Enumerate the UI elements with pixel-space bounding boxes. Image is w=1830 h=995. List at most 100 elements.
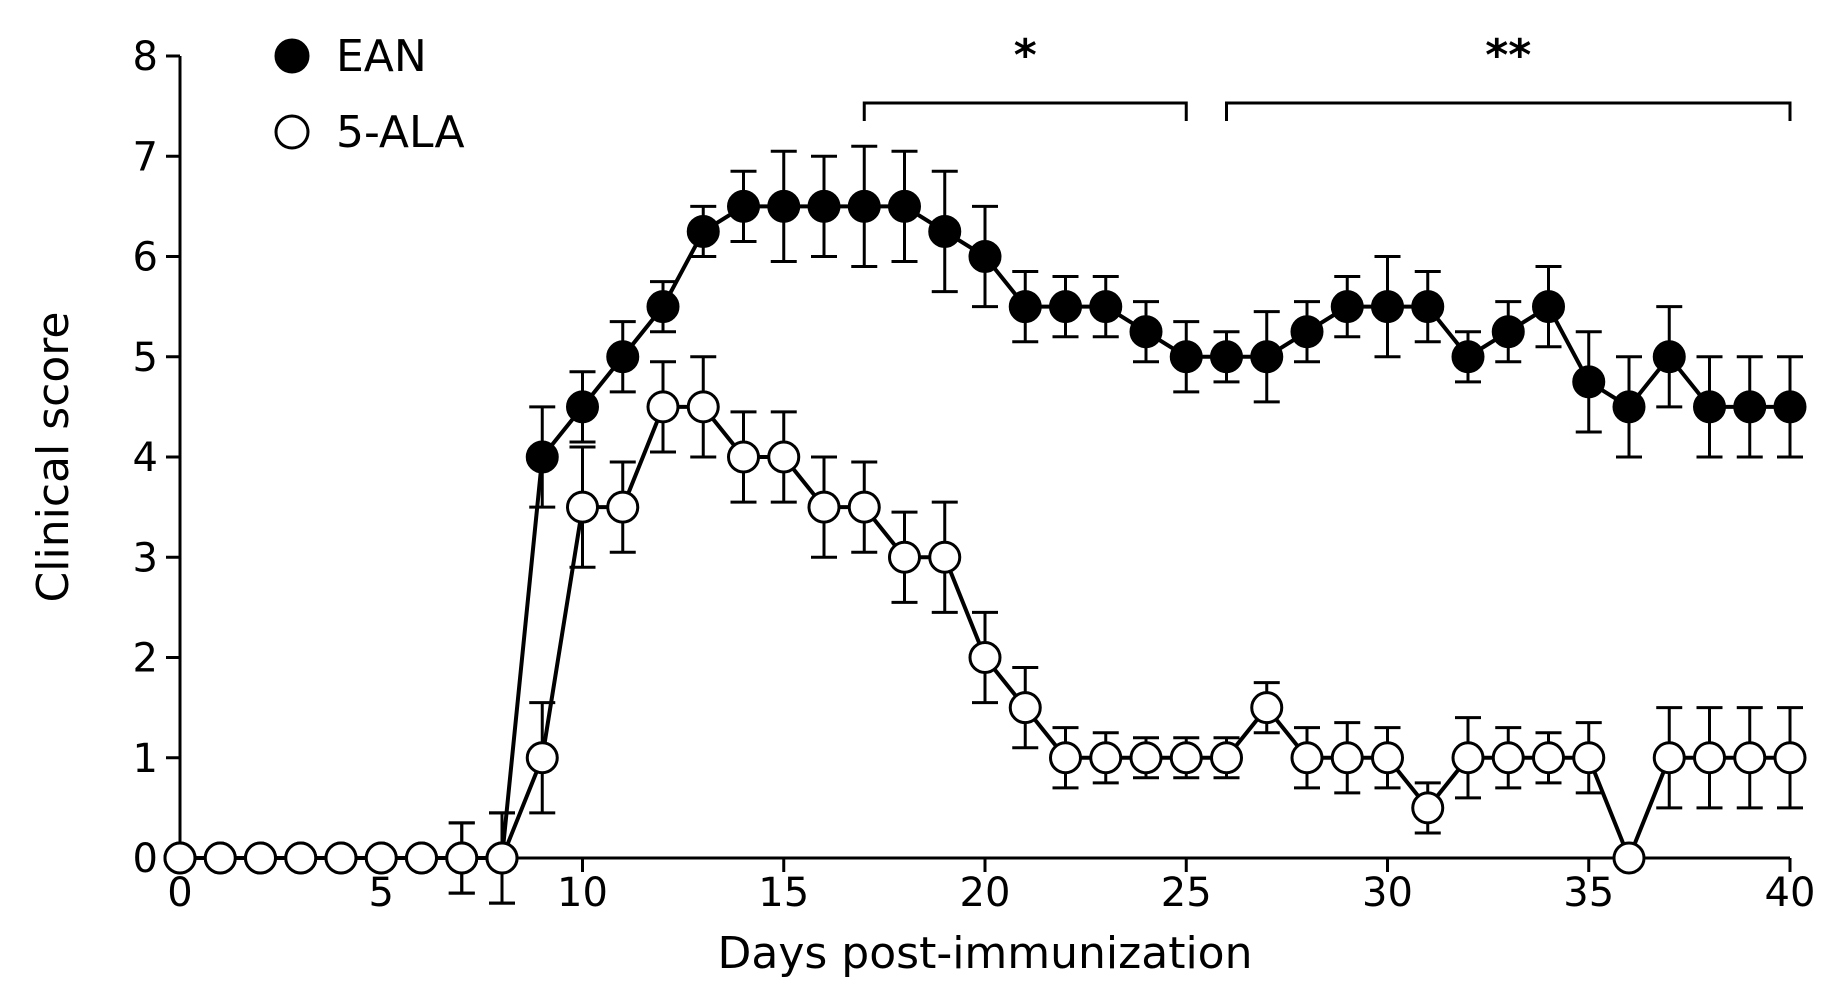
data-point — [1411, 290, 1445, 324]
y-tick-label-7: 7 — [133, 134, 158, 180]
data-point — [1491, 315, 1525, 349]
y-axis-label: Clinical score — [28, 312, 79, 603]
data-point — [727, 189, 760, 223]
data-point — [445, 841, 479, 875]
data-point — [968, 641, 1002, 674]
x-tick-label-5: 5 — [369, 870, 394, 916]
data-point — [888, 189, 921, 223]
y-tick-label-1: 1 — [133, 736, 158, 782]
significance-label-1: * — [1014, 30, 1037, 81]
data-point — [807, 189, 841, 223]
legend-label-5-ala: 5-ALA — [336, 107, 465, 158]
legend: EAN 5-ALA — [274, 31, 465, 158]
x-tick-label-20: 20 — [960, 870, 1011, 916]
data-point — [525, 440, 559, 474]
x-tick-label-15: 15 — [758, 870, 809, 916]
data-point — [686, 390, 720, 424]
data-point — [1693, 741, 1726, 775]
data-point — [1129, 741, 1163, 775]
data-point — [1330, 290, 1364, 324]
y-tick-label-6: 6 — [133, 235, 158, 281]
data-point — [1129, 315, 1163, 349]
x-tick-label-10: 10 — [557, 870, 608, 916]
data-point — [1532, 290, 1565, 324]
y-tick-label-3: 3 — [133, 535, 158, 581]
y-tick-label-0: 0 — [133, 836, 158, 882]
data-point — [767, 189, 801, 223]
data-point — [566, 390, 599, 424]
y-tick-label-4: 4 — [133, 435, 158, 481]
data-point — [1411, 791, 1445, 825]
series-ean — [163, 144, 1807, 905]
data-point — [1532, 741, 1565, 775]
data-point — [1612, 841, 1646, 875]
significance-bracket-1 — [862, 101, 1188, 121]
data-point — [1693, 390, 1726, 424]
y-tick-label-8: 8 — [133, 34, 158, 80]
data-point — [646, 390, 680, 424]
data-point — [847, 490, 881, 524]
data-point — [1652, 340, 1686, 374]
significance-label-2: ** — [1485, 30, 1531, 81]
significance-annotations: * ** — [862, 30, 1792, 121]
data-point — [847, 189, 881, 223]
data-point — [324, 841, 358, 875]
data-point — [485, 841, 519, 875]
data-point — [968, 240, 1002, 273]
data-point — [163, 841, 197, 875]
data-point — [1371, 741, 1404, 775]
data-point — [364, 841, 398, 875]
data-point — [1210, 741, 1243, 775]
data-point — [1733, 741, 1767, 775]
legend-label-ean: EAN — [336, 31, 427, 82]
data-point — [1652, 741, 1686, 775]
x-tick-label-35: 35 — [1563, 870, 1614, 916]
points-5-ala — [163, 390, 1807, 875]
data-point — [1049, 290, 1082, 324]
data-point — [1169, 340, 1203, 374]
legend-marker-ean — [274, 38, 310, 74]
data-point — [284, 841, 318, 875]
data-point — [244, 841, 277, 875]
y-tick-label-5: 5 — [133, 335, 158, 381]
data-point — [1008, 290, 1042, 324]
data-point — [1773, 390, 1807, 424]
x-tick-label-25: 25 — [1161, 870, 1212, 916]
data-point — [1089, 290, 1123, 324]
data-point — [1169, 741, 1203, 775]
series-5-ala — [163, 355, 1807, 905]
data-point — [1612, 390, 1646, 424]
significance-bracket-2 — [1225, 101, 1792, 121]
data-point — [1250, 691, 1284, 725]
x-tick-label-40: 40 — [1765, 870, 1816, 916]
y-tick-label-2: 2 — [133, 636, 158, 682]
data-point — [888, 540, 921, 574]
series-layer — [163, 144, 1807, 905]
data-point — [1572, 741, 1606, 775]
data-point — [928, 214, 962, 248]
data-point — [566, 490, 599, 524]
data-point — [1290, 741, 1324, 775]
data-point — [1451, 340, 1485, 374]
x-tick-label-30: 30 — [1362, 870, 1413, 916]
data-point — [1250, 340, 1284, 374]
data-point — [1089, 741, 1123, 775]
x-tick-label-0: 0 — [167, 870, 192, 916]
data-point — [727, 440, 760, 474]
data-point — [928, 540, 962, 574]
data-point — [405, 841, 438, 875]
data-point — [1049, 741, 1082, 775]
data-point — [606, 490, 640, 524]
data-point — [1451, 741, 1485, 775]
data-point — [646, 290, 680, 324]
data-point — [606, 340, 640, 374]
legend-marker-5-ala — [274, 114, 310, 150]
data-point — [1330, 741, 1364, 775]
data-point — [1210, 340, 1243, 374]
data-point — [1572, 365, 1606, 399]
data-point — [1491, 741, 1525, 775]
data-point — [1008, 691, 1042, 725]
data-point — [1773, 741, 1807, 775]
data-point — [1733, 390, 1767, 424]
